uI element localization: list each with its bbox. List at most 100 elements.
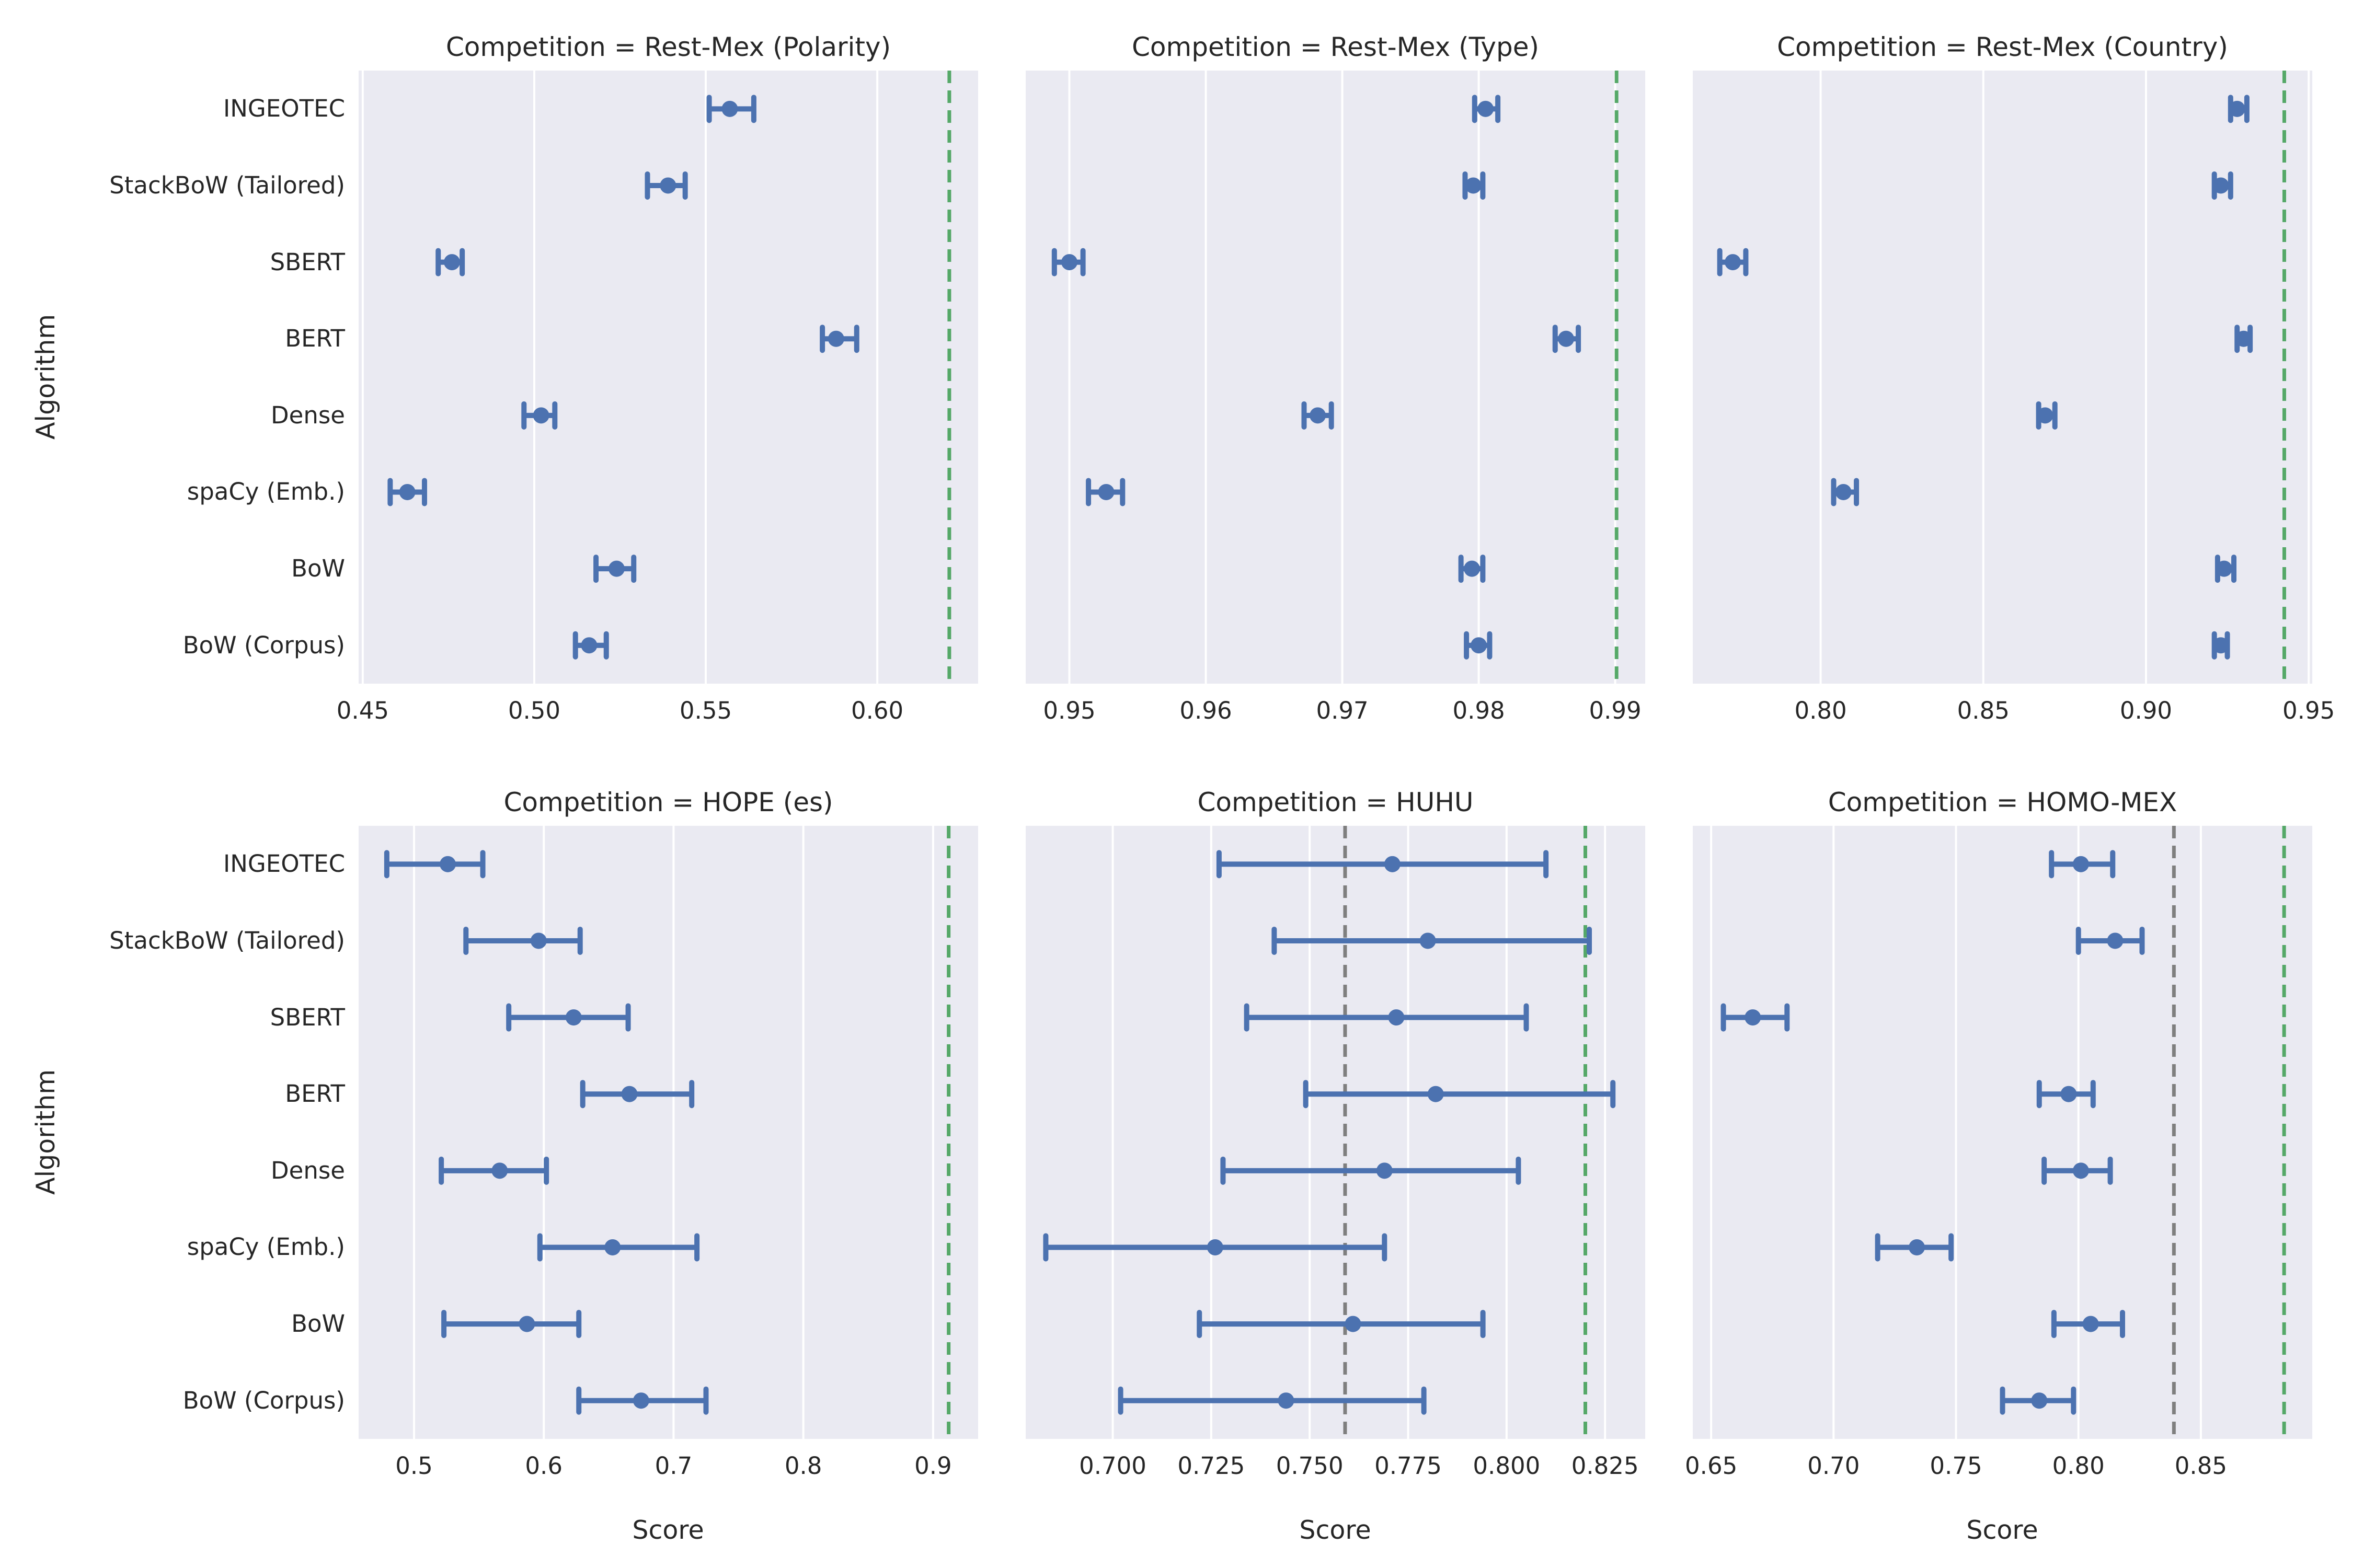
point-rest-mex-type-bow-corpus: [1464, 631, 1493, 660]
point-marker: [828, 330, 844, 347]
point-marker: [1384, 856, 1401, 872]
x-tick-label-hope-es-0.9: 0.9: [914, 1452, 952, 1480]
x-tick-label-rest-mex-polarity-0.50: 0.50: [508, 697, 561, 724]
point-marker: [581, 637, 598, 654]
x-tick-label-huhu-0.725: 0.725: [1177, 1452, 1245, 1480]
point-hope-es-dense: [439, 1156, 549, 1185]
point-rest-mex-polarity-bow-corpus: [572, 631, 609, 660]
point-marker: [530, 932, 547, 949]
point-marker: [1558, 330, 1575, 347]
point-rest-mex-type-bow: [1458, 555, 1486, 583]
point-huhu-ingeotec: [1216, 850, 1549, 879]
point-marker: [604, 1239, 621, 1255]
plot-area-rest-mex-type: [1026, 71, 1645, 684]
point-rest-mex-type-stackbow-tailored: [1462, 171, 1486, 200]
x-tick-label-hope-es-0.7: 0.7: [655, 1452, 693, 1480]
point-marker: [1388, 1009, 1405, 1026]
point-marker: [2037, 407, 2053, 424]
point-marker: [2212, 637, 2229, 654]
point-hope-es-bert: [580, 1080, 695, 1109]
point-marker: [1310, 407, 1326, 424]
x-axis-label-col-2: Score: [1299, 1515, 1371, 1545]
plot-area-hope-es: [359, 826, 978, 1439]
x-tick-label-rest-mex-type-0.97: 0.97: [1316, 697, 1369, 724]
panel-title-rest-mex-polarity: Competition = Rest-Mex (Polarity): [445, 32, 891, 62]
facet-panel-rest-mex-type: [1026, 71, 1645, 684]
x-tick-label-rest-mex-type-0.96: 0.96: [1179, 697, 1232, 724]
y-category-label-stackbow-tailored: StackBoW (Tailored): [109, 171, 345, 199]
point-homo-mex-ingeotec: [2049, 850, 2116, 879]
point-hope-es-spacy-emb: [537, 1233, 700, 1262]
point-rest-mex-polarity-dense: [521, 401, 558, 430]
x-tick-label-homo-mex-0.75: 0.75: [1930, 1452, 1982, 1480]
panel-title-huhu: Competition = HUHU: [1197, 787, 1474, 817]
point-rest-mex-country-bow: [2215, 555, 2237, 583]
x-tick-label-hope-es-0.8: 0.8: [784, 1452, 822, 1480]
point-marker: [1207, 1239, 1223, 1255]
x-tick-label-hope-es-0.5: 0.5: [395, 1452, 433, 1480]
y-category-label-bow: BoW: [291, 1310, 345, 1338]
point-marker: [660, 177, 676, 194]
point-homo-mex-bow-corpus: [2000, 1386, 2076, 1415]
point-marker: [1464, 560, 1481, 577]
point-marker: [533, 407, 549, 424]
point-rest-mex-polarity-bow: [593, 555, 637, 583]
point-marker: [2229, 100, 2245, 117]
x-tick-label-huhu-0.750: 0.750: [1276, 1452, 1344, 1480]
plot-background: [1693, 71, 2312, 684]
plot-area-rest-mex-country: [1693, 71, 2312, 684]
x-tick-label-rest-mex-polarity-0.55: 0.55: [679, 697, 732, 724]
point-homo-mex-bow: [2051, 1310, 2126, 1339]
point-rest-mex-country-stackbow-tailored: [2211, 171, 2233, 200]
point-homo-mex-bert: [2036, 1080, 2096, 1109]
panel-title-rest-mex-type: Competition = Rest-Mex (Type): [1132, 32, 1539, 62]
point-homo-mex-spacy-emb: [1875, 1233, 1954, 1262]
point-marker: [1835, 483, 1852, 500]
point-hope-es-bow-corpus: [576, 1386, 709, 1415]
point-marker: [1745, 1009, 1761, 1026]
facet-panel-huhu: [1026, 826, 1645, 1439]
y-category-label-spacy-emb: spaCy (Emb.): [187, 1233, 345, 1261]
point-huhu-bert: [1303, 1080, 1616, 1109]
point-rest-mex-type-bert: [1552, 325, 1581, 353]
point-rest-mex-country-spacy-emb: [1831, 478, 1860, 506]
x-tick-label-rest-mex-country-0.80: 0.80: [1794, 697, 1847, 724]
point-marker: [1725, 254, 1741, 271]
plot-background: [359, 71, 978, 684]
y-category-label-sbert: SBERT: [270, 248, 345, 276]
point-marker: [399, 483, 416, 500]
point-homo-mex-dense: [2041, 1156, 2113, 1185]
panel-title-rest-mex-country: Competition = Rest-Mex (Country): [1777, 32, 2228, 62]
point-marker: [1909, 1239, 1925, 1255]
point-hope-es-bow: [441, 1310, 582, 1339]
x-tick-label-homo-mex-0.80: 0.80: [2052, 1452, 2105, 1480]
point-marker: [2072, 856, 2089, 872]
point-marker: [2212, 177, 2229, 194]
plot-background: [359, 826, 978, 1439]
point-marker: [1098, 483, 1115, 500]
point-marker: [1471, 637, 1487, 654]
x-tick-label-homo-mex-0.85: 0.85: [2174, 1452, 2227, 1480]
y-category-label-bert: BERT: [285, 325, 345, 353]
point-rest-mex-polarity-spacy-emb: [387, 478, 427, 506]
point-marker: [2082, 1316, 2099, 1332]
x-tick-label-rest-mex-polarity-0.60: 0.60: [851, 697, 904, 724]
point-rest-mex-country-ingeotec: [2228, 95, 2250, 123]
plot-area-rest-mex-polarity: [359, 71, 978, 684]
y-category-label-bow-corpus: BoW (Corpus): [182, 1386, 345, 1414]
point-marker: [1477, 100, 1494, 117]
point-huhu-bow-corpus: [1118, 1386, 1427, 1415]
y-category-label-ingeotec: INGEOTEC: [223, 850, 345, 878]
point-marker: [1061, 254, 1078, 271]
point-marker: [2060, 1086, 2077, 1102]
point-marker: [2031, 1392, 2048, 1409]
point-marker: [1419, 932, 1436, 949]
y-category-label-bow-corpus: BoW (Corpus): [182, 631, 345, 659]
point-marker: [443, 254, 460, 271]
y-category-label-sbert: SBERT: [270, 1003, 345, 1031]
y-category-label-ingeotec: INGEOTEC: [223, 95, 345, 123]
x-tick-label-hope-es-0.6: 0.6: [525, 1452, 563, 1480]
x-tick-label-rest-mex-type-0.98: 0.98: [1452, 697, 1505, 724]
y-category-label-dense: Dense: [271, 1156, 345, 1184]
